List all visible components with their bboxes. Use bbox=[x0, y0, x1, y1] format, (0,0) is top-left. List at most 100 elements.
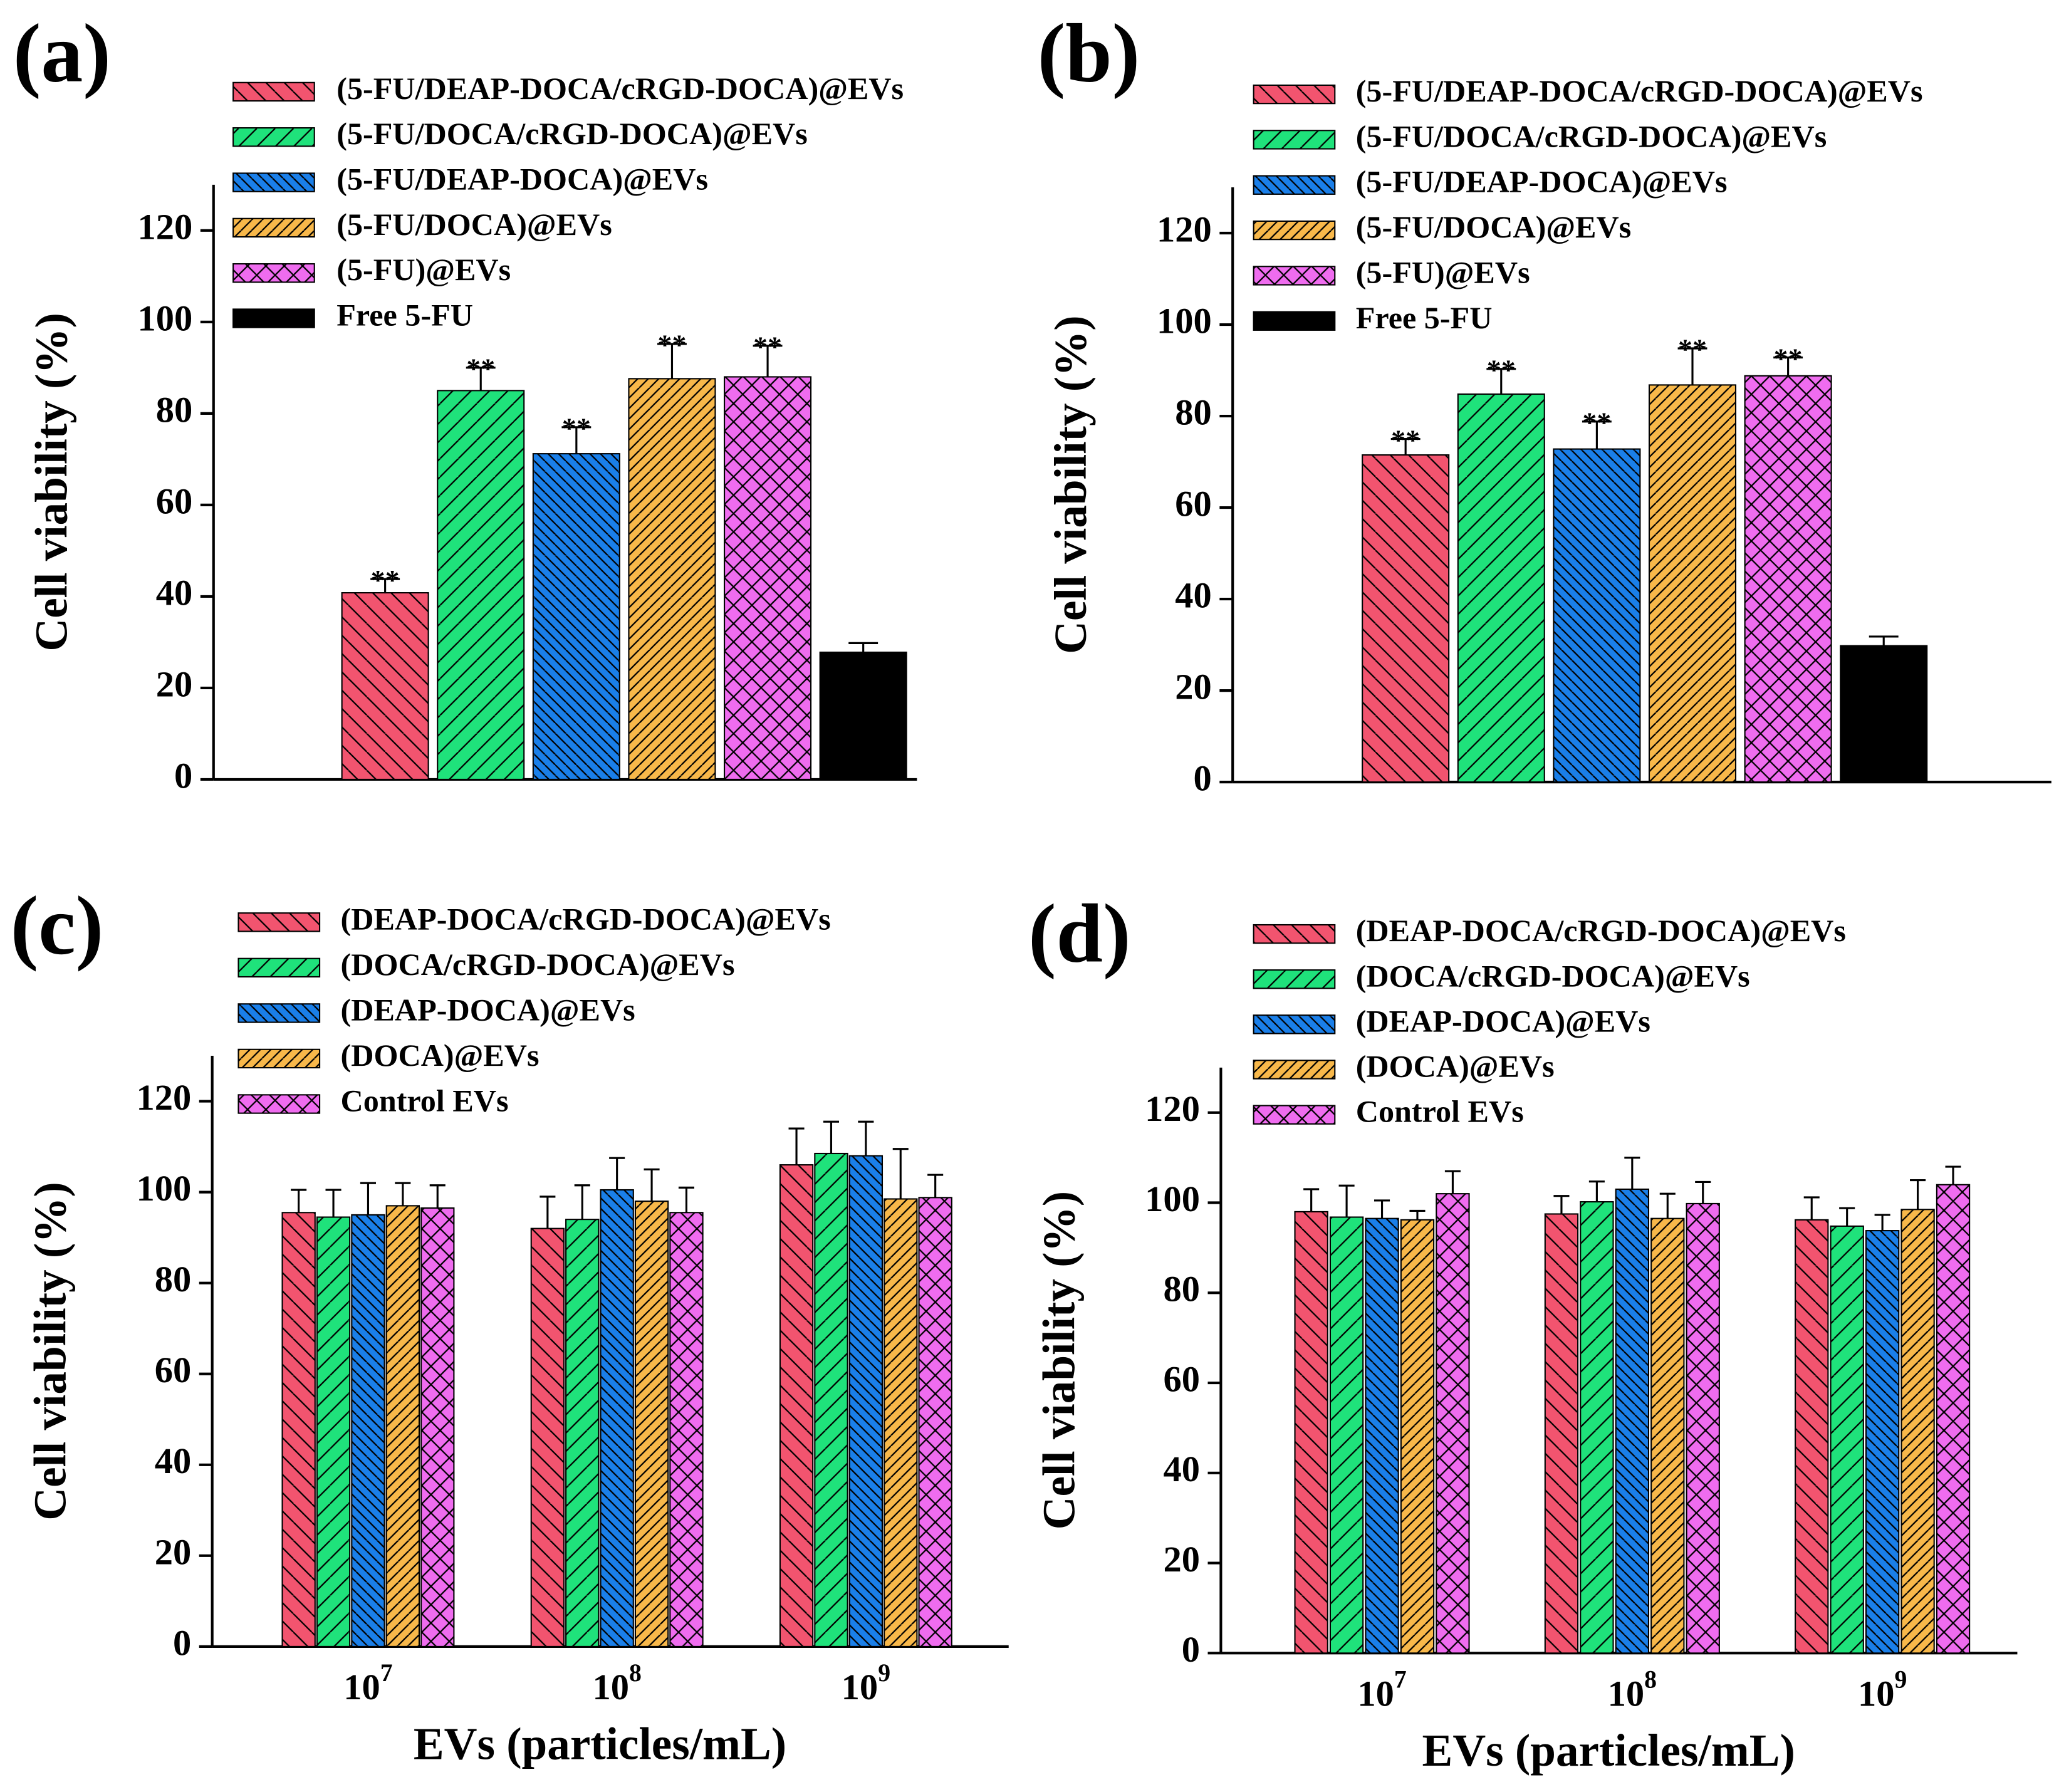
y-tick-label: 40 bbox=[1175, 575, 1212, 616]
error-bar bbox=[1659, 1192, 1676, 1219]
error-bar bbox=[1444, 1170, 1461, 1194]
bar bbox=[1553, 448, 1641, 783]
y-tick-label: 20 bbox=[155, 1531, 192, 1572]
error-bar bbox=[1553, 1195, 1570, 1214]
y-tick-label: 0 bbox=[173, 1622, 191, 1663]
bar bbox=[918, 1197, 952, 1647]
y-tick-label: 20 bbox=[1163, 1539, 1200, 1580]
bar bbox=[1840, 645, 1928, 783]
y-tick-label: 60 bbox=[155, 1350, 192, 1390]
y-tick-label: 0 bbox=[174, 755, 192, 796]
error-bar bbox=[823, 1120, 840, 1154]
error-bar bbox=[466, 367, 496, 391]
legend-label: (5-FU)@EVs bbox=[1356, 254, 1530, 289]
bar bbox=[628, 378, 716, 780]
bar bbox=[1648, 384, 1737, 783]
error-bar bbox=[291, 1189, 307, 1213]
bar bbox=[281, 1212, 316, 1647]
legend-swatch bbox=[1253, 1105, 1336, 1125]
error-bar bbox=[1338, 1184, 1355, 1217]
bar bbox=[316, 1216, 351, 1647]
y-axis-label: Cell viability (%) bbox=[26, 313, 77, 652]
significance: ** bbox=[1391, 424, 1420, 456]
bar bbox=[600, 1189, 634, 1647]
bar bbox=[1400, 1219, 1435, 1654]
y-tick-label: 120 bbox=[136, 1077, 191, 1118]
bar bbox=[1830, 1225, 1864, 1654]
legend-swatch bbox=[237, 957, 321, 978]
bar bbox=[1544, 1213, 1579, 1654]
significance: ** bbox=[466, 353, 495, 385]
y-tick-label: 40 bbox=[156, 572, 193, 613]
error-bar bbox=[848, 642, 878, 652]
significance: ** bbox=[1774, 342, 1803, 374]
error-bar bbox=[1874, 1214, 1890, 1231]
y-tick-label: 100 bbox=[1157, 300, 1212, 341]
y-tick-label: 20 bbox=[1175, 667, 1212, 707]
legend-label: (DOCA)@EVs bbox=[341, 1038, 540, 1073]
legend-label: (DEAP-DOCA/cRGD-DOCA)@EVs bbox=[341, 901, 831, 936]
bar bbox=[565, 1219, 600, 1647]
bar bbox=[351, 1214, 385, 1647]
x-axis-label: EVs (particles/mL) bbox=[1422, 1725, 1795, 1776]
error-bar bbox=[540, 1196, 556, 1229]
x-tick-label: 107 bbox=[343, 1659, 392, 1707]
error-bar bbox=[395, 1182, 411, 1206]
y-tick-label: 80 bbox=[1175, 392, 1212, 432]
bar bbox=[1900, 1209, 1935, 1654]
legend-swatch bbox=[1253, 220, 1336, 241]
bar bbox=[884, 1198, 918, 1647]
error-bar bbox=[1409, 1209, 1426, 1220]
bar bbox=[437, 390, 525, 780]
significance: ** bbox=[753, 331, 782, 363]
bar bbox=[1294, 1211, 1328, 1654]
significance: ** bbox=[371, 564, 400, 596]
legend-label: (5-FU/DOCA/cRGD-DOCA)@EVs bbox=[1356, 118, 1827, 154]
error-bar bbox=[644, 1168, 660, 1202]
error-bar bbox=[1839, 1207, 1855, 1226]
legend-swatch bbox=[232, 81, 315, 102]
legend-swatch bbox=[237, 1003, 321, 1023]
bar bbox=[1329, 1216, 1364, 1654]
bar bbox=[1686, 1202, 1720, 1654]
significance: ** bbox=[1487, 354, 1516, 386]
error-bar bbox=[1677, 347, 1707, 385]
legend-label: (5-FU/DOCA)@EVs bbox=[1356, 209, 1632, 244]
legend-swatch bbox=[1253, 311, 1336, 331]
legend-label: (5-FU/DOCA/cRGD-DOCA)@EVs bbox=[336, 116, 808, 151]
y-tick-label: 0 bbox=[1182, 1629, 1200, 1670]
y-tick-label: 100 bbox=[136, 1168, 191, 1209]
y-tick-label: 0 bbox=[1194, 758, 1212, 799]
significance: ** bbox=[1678, 333, 1707, 365]
y-axis-label: Cell viability (%) bbox=[25, 1182, 76, 1520]
bar bbox=[1615, 1188, 1650, 1654]
y-tick-label: 80 bbox=[1163, 1269, 1200, 1310]
x-tick-label: 109 bbox=[1858, 1665, 1907, 1714]
bar bbox=[1936, 1184, 1971, 1654]
x-tick-label: 109 bbox=[842, 1659, 890, 1707]
legend-swatch bbox=[1253, 1014, 1336, 1034]
bar bbox=[814, 1152, 848, 1647]
legend-label: Free 5-FU bbox=[336, 298, 473, 333]
y-tick-label: 60 bbox=[156, 481, 193, 521]
error-bar bbox=[1303, 1188, 1320, 1212]
bar bbox=[724, 376, 812, 780]
legend-label: (DEAP-DOCA)@EVs bbox=[341, 992, 635, 1027]
error-bar bbox=[1695, 1180, 1711, 1204]
legend-label: (5-FU/DEAP-DOCA/cRGD-DOCA)@EVs bbox=[1356, 73, 1923, 108]
y-tick-label: 60 bbox=[1175, 484, 1212, 524]
bar bbox=[385, 1205, 420, 1647]
error-bar bbox=[657, 343, 687, 379]
error-bar bbox=[1803, 1196, 1820, 1220]
error-bar bbox=[429, 1184, 446, 1209]
bar bbox=[1795, 1219, 1829, 1654]
error-bar bbox=[574, 1184, 590, 1220]
bar bbox=[634, 1201, 669, 1647]
legend-swatch bbox=[232, 127, 315, 147]
panel-label: (a) bbox=[13, 7, 111, 100]
y-tick-label: 100 bbox=[138, 298, 193, 338]
bar bbox=[1744, 375, 1832, 783]
error-bar bbox=[370, 578, 400, 593]
bar bbox=[1436, 1193, 1470, 1654]
